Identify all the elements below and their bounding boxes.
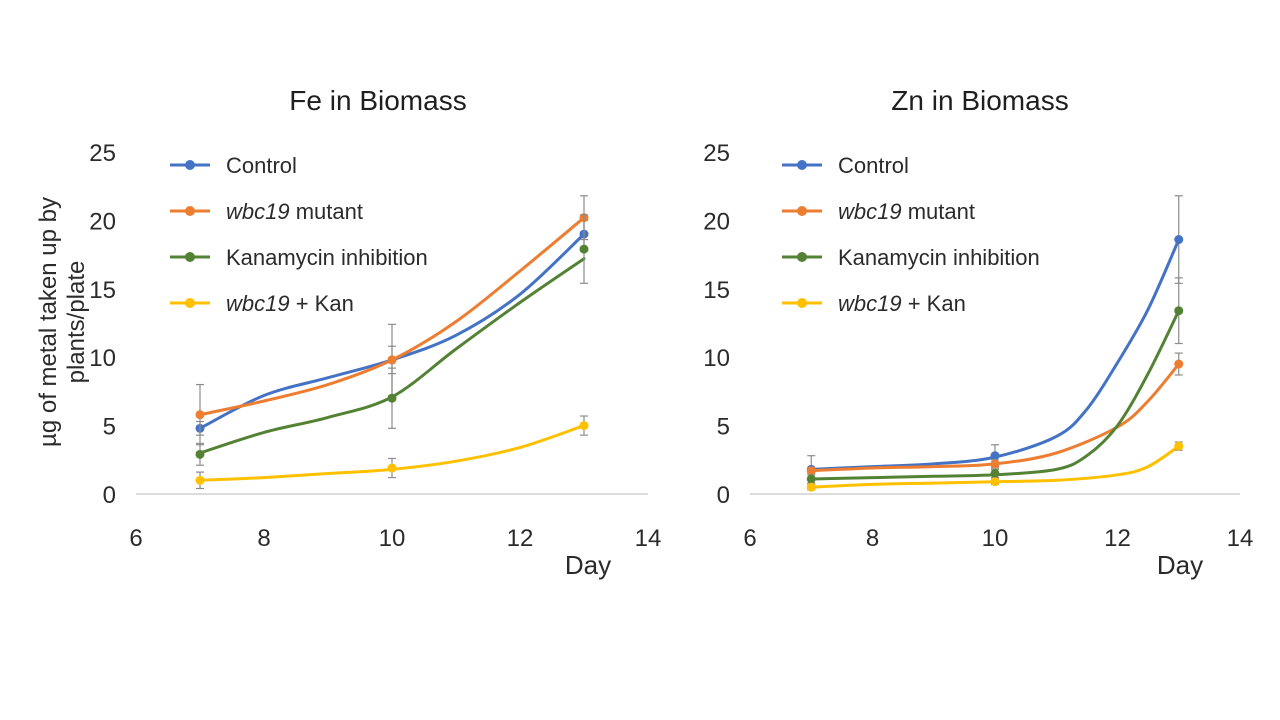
chart-legend: Control wbc19 mutant Kanamycin inhibition w… (170, 153, 428, 316)
y-tick-label: 20 (89, 208, 116, 235)
data-point (195, 475, 205, 485)
legend-entry: Control (170, 153, 297, 178)
data-point (1174, 306, 1184, 316)
y-tick-label: 5 (103, 414, 116, 441)
y-tick-label: 0 (717, 482, 730, 509)
legend-entry: wbc19 + Kan (782, 291, 966, 316)
legend-swatch-marker (797, 252, 807, 262)
y-tick-label: 25 (89, 140, 116, 167)
x-tick-label: 12 (507, 525, 534, 552)
chart-axes: 0 5 10 15 20 25 6 8 10 12 14 (703, 140, 1253, 552)
data-point (1174, 441, 1184, 451)
y-tick-label: 15 (89, 277, 116, 304)
fe-chart-panel: Fe in Biomass 0 5 10 15 20 25 6 8 10 12 14 Control… (89, 85, 661, 580)
legend-swatch-marker (185, 298, 195, 308)
series-kanamycin-inhibition (195, 214, 589, 466)
y-tick-label: 15 (703, 277, 730, 304)
y-tick-label: 10 (703, 345, 730, 372)
x-axis-title: Day (565, 550, 611, 580)
y-axis-label-line-1: µg of metal taken up by (35, 197, 62, 447)
x-tick-label: 14 (1227, 525, 1254, 552)
chart-axes: 0 5 10 15 20 25 6 8 10 12 14 (89, 140, 661, 552)
x-tick-label: 12 (1104, 525, 1131, 552)
legend-swatch-marker (185, 206, 195, 216)
data-point (990, 477, 1000, 487)
data-point (806, 466, 816, 476)
data-point (579, 421, 589, 431)
legend-label: wbc19 mutant (838, 199, 975, 224)
x-tick-label: 10 (982, 525, 1009, 552)
data-point (579, 244, 589, 254)
data-point (387, 355, 397, 365)
legend-entry: wbc19 mutant (782, 199, 975, 224)
legend-entry: wbc19 + Kan (170, 291, 354, 316)
series-wbc19-kan (195, 415, 589, 490)
legend-label: Kanamycin inhibition (838, 245, 1040, 270)
legend-swatch-marker (185, 160, 195, 170)
legend-entry: Kanamycin inhibition (170, 245, 428, 270)
legend-label: wbc19 + Kan (838, 291, 966, 316)
y-tick-label: 5 (717, 414, 730, 441)
chart-title: Zn in Biomass (891, 85, 1068, 116)
y-tick-label: 0 (103, 482, 116, 509)
chart-series-group (195, 195, 589, 490)
x-tick-label: 6 (743, 525, 756, 552)
zn-chart-panel: Zn in Biomass 0 5 10 15 20 25 6 8 10 12 14 Control… (703, 85, 1253, 580)
legend-label: Control (838, 153, 909, 178)
legend-entry: wbc19 mutant (170, 199, 363, 224)
chart-legend: Control wbc19 mutant Kanamycin inhibition w… (782, 153, 1040, 316)
series-wbc19-kan (806, 441, 1184, 492)
series-control (806, 195, 1184, 484)
legend-label: Kanamycin inhibition (226, 245, 428, 270)
x-tick-label: 8 (257, 525, 270, 552)
data-point (990, 451, 1000, 461)
data-point (806, 474, 816, 484)
data-point (1174, 359, 1184, 369)
series-kanamycin-inhibition (806, 277, 1184, 484)
x-tick-label: 8 (866, 525, 879, 552)
x-axis-title: Day (1157, 550, 1203, 580)
series-wbc19-mutant (806, 352, 1184, 476)
legend-swatch-marker (797, 160, 807, 170)
y-axis-label: µg of metal taken up by plants/plate (35, 197, 90, 447)
legend-swatch-marker (797, 298, 807, 308)
y-tick-label: 20 (703, 208, 730, 235)
legend-entry: Kanamycin inhibition (782, 245, 1040, 270)
data-point (195, 410, 205, 420)
data-point (806, 482, 816, 492)
legend-entry: Control (782, 153, 909, 178)
series-line (809, 309, 1181, 481)
chart-title: Fe in Biomass (289, 85, 466, 116)
y-tick-label: 25 (703, 140, 730, 167)
x-tick-label: 6 (129, 525, 142, 552)
x-tick-label: 14 (635, 525, 662, 552)
legend-label: wbc19 mutant (226, 199, 363, 224)
series-line (809, 238, 1181, 471)
data-point (387, 393, 397, 403)
data-point (990, 468, 1000, 478)
legend-swatch-marker (185, 252, 195, 262)
chart-series-group (806, 195, 1184, 492)
x-tick-label: 10 (379, 525, 406, 552)
data-point (387, 463, 397, 473)
legend-label: wbc19 + Kan (226, 291, 354, 316)
legend-label: Control (226, 153, 297, 178)
y-axis-label-line-2: plants/plate (63, 261, 90, 384)
data-point (1174, 235, 1184, 245)
series-line (809, 362, 1181, 473)
series-line (809, 444, 1181, 489)
data-point (990, 459, 1000, 469)
y-tick-label: 10 (89, 345, 116, 372)
data-point (195, 449, 205, 459)
legend-swatch-marker (797, 206, 807, 216)
